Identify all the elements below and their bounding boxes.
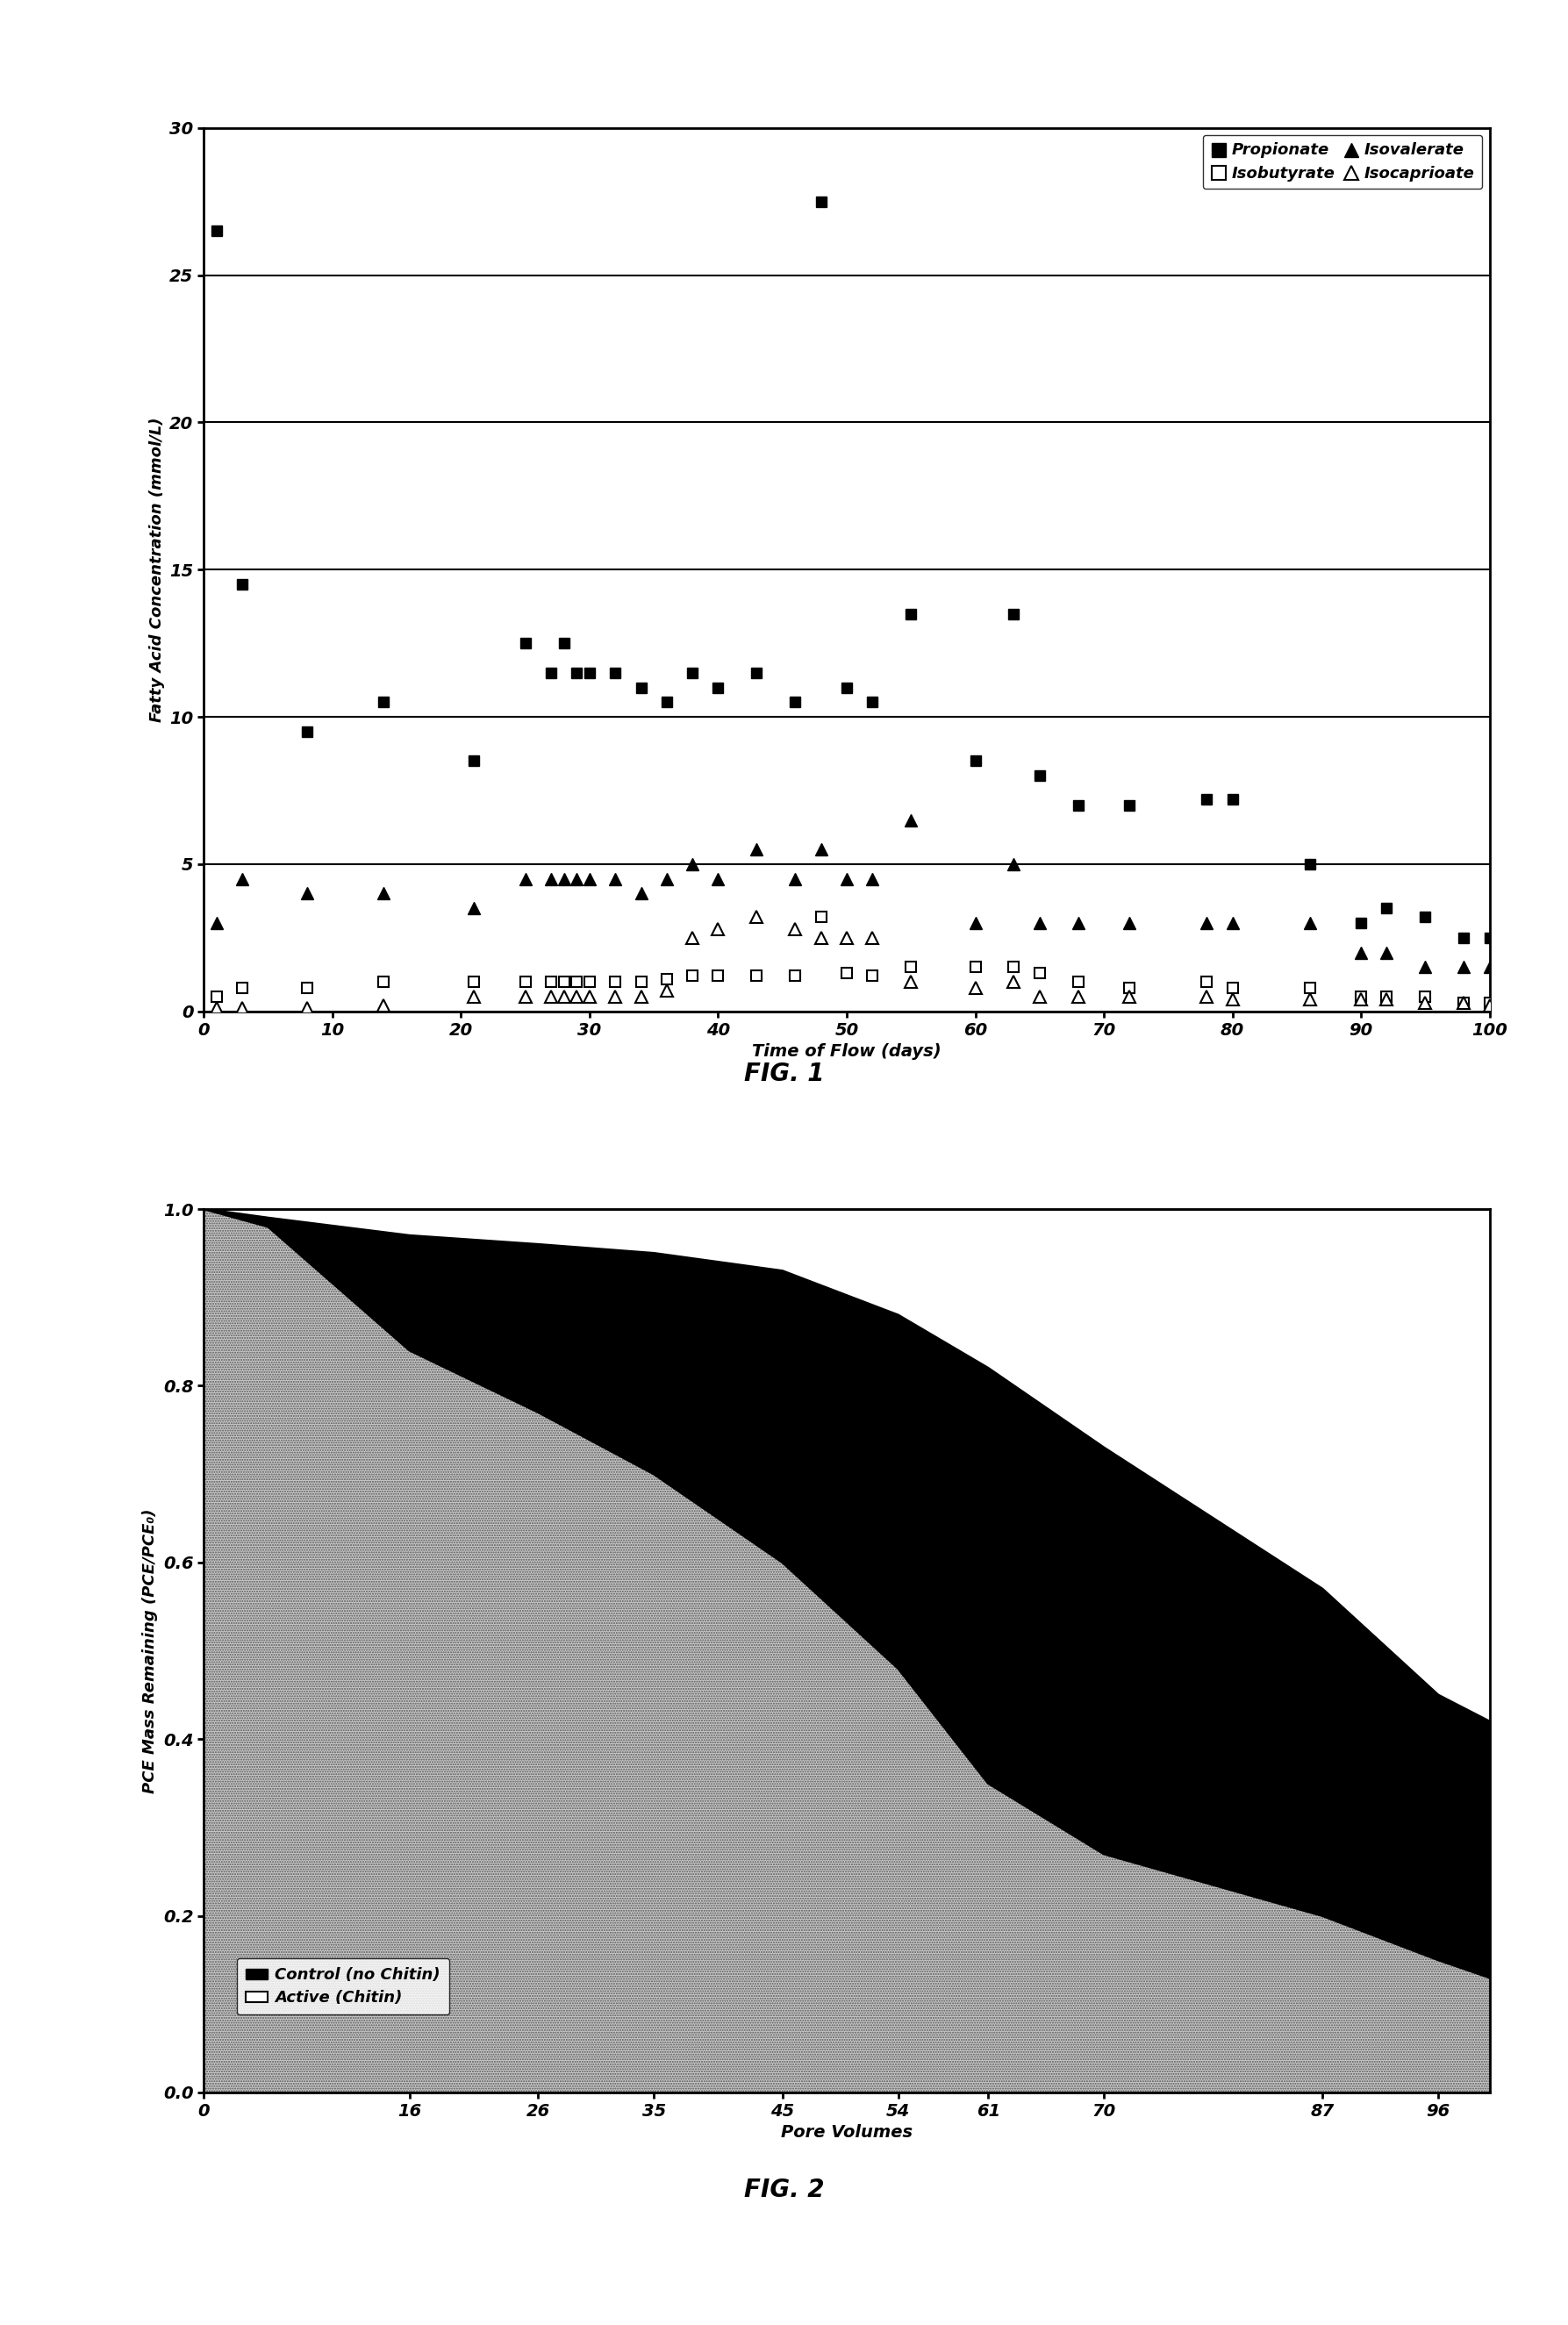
Legend: Propionate, Isobutyrate, Isovalerate, Isocaprioate: Propionate, Isobutyrate, Isovalerate, Is… — [1203, 135, 1482, 188]
Legend: Control (no Chitin), Active (Chitin): Control (no Chitin), Active (Chitin) — [237, 1958, 448, 2013]
X-axis label: Pore Volumes: Pore Volumes — [781, 2125, 913, 2141]
Y-axis label: Fatty Acid Concentration (mmol/L): Fatty Acid Concentration (mmol/L) — [149, 416, 165, 723]
Y-axis label: PCE Mass Remaining (PCE/PCE₀): PCE Mass Remaining (PCE/PCE₀) — [143, 1509, 158, 1793]
X-axis label: Time of Flow (days): Time of Flow (days) — [753, 1044, 941, 1060]
Text: FIG. 2: FIG. 2 — [743, 2179, 825, 2202]
Text: FIG. 1: FIG. 1 — [743, 1063, 825, 1086]
